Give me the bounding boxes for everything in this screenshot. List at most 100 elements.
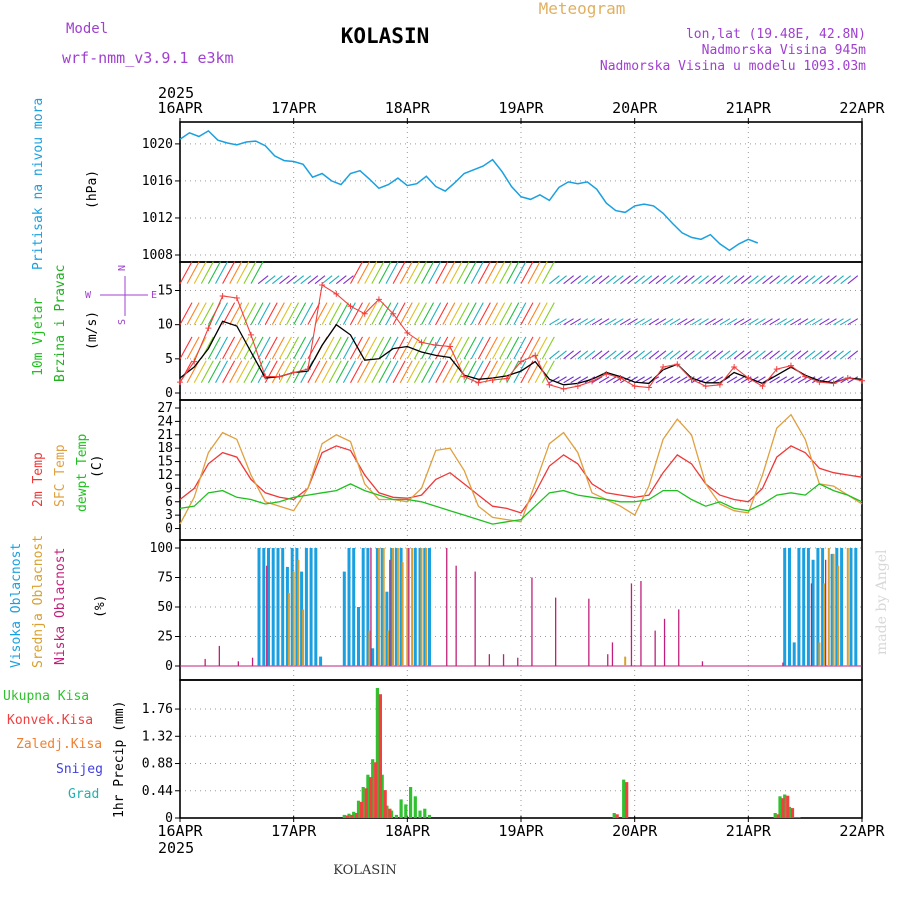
high-cloud-bar <box>849 548 853 666</box>
wind-barb <box>406 360 420 384</box>
wind-barb <box>669 318 681 326</box>
wind-barb <box>364 261 378 284</box>
wind-barb <box>321 336 335 360</box>
wind-barb <box>413 302 427 325</box>
conv-precip-bar <box>345 815 349 818</box>
low-cloud-bar <box>502 654 505 666</box>
wind-barb <box>328 336 342 360</box>
altitude-label: Nadmorska Visina 945m <box>702 43 867 58</box>
wind-gust-marker <box>475 379 482 386</box>
wind-barb <box>691 350 702 360</box>
wind-barb <box>321 360 335 384</box>
wind-gust-marker <box>276 373 283 380</box>
conv-precip-bar <box>615 814 619 818</box>
y-tick-label: 100 <box>150 541 173 556</box>
x-tick-label-top: 19APR <box>498 99 544 117</box>
y-tick-label: 18 <box>157 441 173 456</box>
wind-gust-marker <box>262 373 269 380</box>
legend-conv: Konvek.Kisa <box>7 713 93 728</box>
low-cloud-bar <box>611 642 614 666</box>
wind-gust-marker <box>461 373 468 380</box>
wind-barb <box>307 302 321 325</box>
wind-barb <box>584 318 596 326</box>
y-tick-label: 15 <box>157 284 173 299</box>
wind-barb <box>321 275 333 285</box>
wind-barb <box>421 336 435 360</box>
wind-barb <box>392 261 406 284</box>
wind-barb <box>513 261 527 284</box>
y-tick-label: 0 <box>165 659 173 674</box>
low-cloud-bar <box>446 548 448 666</box>
wind-barb <box>733 275 745 285</box>
wind-barb <box>257 302 271 325</box>
y-tick-label: 0 <box>165 522 173 537</box>
wind-barb <box>378 360 392 384</box>
low-cloud-bar <box>654 630 656 666</box>
high-cloud-bar <box>267 548 270 666</box>
wind-barb <box>179 336 193 360</box>
wind-barb <box>648 350 660 360</box>
wind-gust-marker <box>390 310 397 317</box>
wind-barb <box>556 318 567 326</box>
high-cloud-bar <box>811 559 815 666</box>
y-tick-label: 21 <box>157 428 173 443</box>
mid-cloud-bar <box>827 548 830 666</box>
wind-gust-marker <box>844 374 851 381</box>
wind-barb <box>577 350 589 360</box>
precip-ylabel: 1hr Precip (mm) <box>112 701 127 818</box>
wind-gust-marker <box>603 370 610 377</box>
wind-gust-marker <box>432 342 439 349</box>
low-cloud-bar <box>825 559 827 666</box>
wind-barb <box>449 302 463 325</box>
wind-barb <box>364 302 378 325</box>
wind-barb <box>520 336 534 360</box>
low-cloud-bar <box>218 645 220 666</box>
high-cloud-bar <box>783 548 787 666</box>
wind-barb <box>357 360 371 384</box>
wind-barb <box>264 336 278 360</box>
wind-barb <box>726 376 738 384</box>
y-tick-label: 1012 <box>142 211 173 226</box>
x-tick-label-bottom: 18APR <box>385 822 431 840</box>
mid-cloud-bar <box>377 548 380 666</box>
wind-barb <box>293 336 307 360</box>
wind-barb <box>392 302 406 325</box>
wind-barb <box>804 350 816 360</box>
wind-label-1: 10m Vjetar <box>31 298 46 376</box>
wind-barb <box>449 336 463 360</box>
wind-barb <box>769 318 780 326</box>
wind-barb <box>435 302 449 325</box>
wind-barb <box>371 336 385 360</box>
dew-label: dewpt Temp <box>75 434 90 512</box>
wind-barb <box>193 360 207 384</box>
high-cloud-bar <box>380 548 384 666</box>
total-precip-bar <box>792 817 796 818</box>
wind-barb <box>314 302 328 325</box>
total-precip-bar <box>773 813 777 818</box>
wind-barb <box>421 302 435 325</box>
t2m-line <box>179 445 863 514</box>
mid-cloud-bar <box>297 559 300 666</box>
wind-gust-marker <box>716 381 723 388</box>
total-precip-bar <box>390 810 394 818</box>
x-tick-label-top: 16APR <box>157 99 203 117</box>
wind-barb <box>534 302 548 325</box>
wind-barb <box>300 302 314 325</box>
wind-barb <box>577 318 589 326</box>
wind-barb <box>669 376 681 384</box>
wind-barb <box>215 360 229 384</box>
low-cloud-bar <box>370 548 372 666</box>
mid-cloud-bar <box>420 548 423 666</box>
total-precip-bar <box>361 787 365 818</box>
wind-gust-marker <box>660 364 667 371</box>
wind-barb <box>577 376 589 384</box>
y-tick-label: 6 <box>165 495 173 510</box>
total-precip-bar <box>423 808 427 818</box>
wind-barb <box>613 275 624 285</box>
wind-barb <box>598 376 610 384</box>
wind-barb <box>591 318 603 326</box>
pressure-title: Pritisak na nivou mora <box>31 98 46 270</box>
wind-barb <box>819 275 830 285</box>
wind-barb <box>691 275 702 285</box>
wind-gust-marker <box>347 303 354 310</box>
